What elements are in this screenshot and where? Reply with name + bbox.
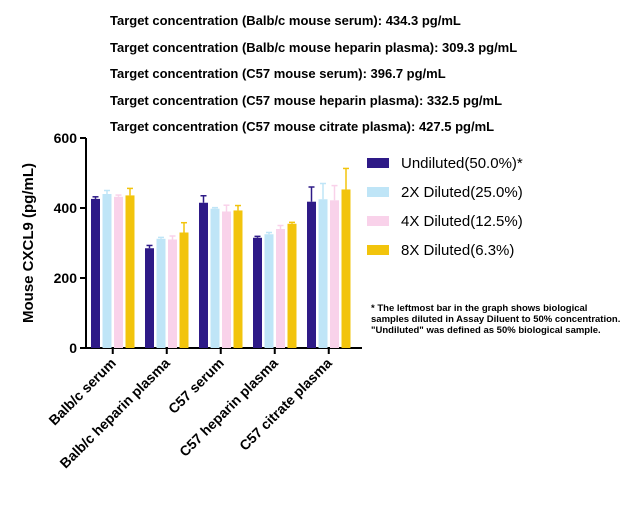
x-tick-label-c57-heparin-plasma: C57 heparin plasma [176, 355, 281, 460]
bar-c57-serum-undiluted-50-0 [199, 202, 208, 348]
y-tick-label: 400 [54, 200, 78, 216]
legend-swatch-undiluted-50-0 [367, 158, 389, 168]
target-concentration-balb-c-heparin-plasma: Target concentration (Balb/c mouse hepar… [110, 39, 518, 55]
legend-swatch-8x-diluted-6-3 [367, 245, 389, 255]
bar-balb-c-heparin-plasma-undiluted-50-0 [145, 248, 154, 348]
y-tick-label: 0 [69, 340, 77, 356]
y-tick-label: 200 [54, 270, 78, 286]
target-concentration-balb-c-serum: Target concentration (Balb/c mouse serum… [110, 13, 461, 28]
x-tick-label-balb-c-heparin-plasma: Balb/c heparin plasma [56, 355, 173, 472]
legend-swatch-2x-diluted-25-0 [367, 187, 389, 197]
target-concentration-c57-heparin-plasma: Target concentration (C57 mouse heparin … [110, 92, 503, 108]
x-tick-label-c57-citrate-plasma: C57 citrate plasma [236, 355, 335, 454]
bar-c57-citrate-plasma-2x-diluted-25-0 [318, 199, 328, 348]
bar-c57-serum-2x-diluted-25-0 [210, 208, 220, 348]
bar-c57-citrate-plasma-undiluted-50-0 [307, 201, 316, 348]
bar-balb-c-heparin-plasma-8x-diluted-6-3 [179, 232, 189, 348]
footnote: * The leftmost bar in the graph shows bi… [371, 303, 621, 336]
bar-balb-c-serum-2x-diluted-25-0 [102, 194, 112, 348]
bar-c57-heparin-plasma-2x-diluted-25-0 [264, 234, 274, 348]
bar-balb-c-heparin-plasma-2x-diluted-25-0 [156, 238, 166, 348]
target-concentration-list: Target concentration (Balb/c mouse serum… [110, 12, 517, 145]
legend-label-2x-diluted-25-0: 2X Diluted(25.0%) [401, 184, 523, 201]
bar-c57-serum-8x-diluted-6-3 [233, 210, 243, 348]
legend: Undiluted(50.0%)* 2X Diluted(25.0%) 4X Dil… [367, 155, 523, 259]
legend-swatch-4x-diluted-12-5 [367, 216, 389, 226]
target-concentration-c57-serum: Target concentration (C57 mouse serum): … [110, 66, 446, 81]
bar-c57-heparin-plasma-undiluted-50-0 [253, 237, 262, 348]
legend-label-4x-diluted-12-5: 4X Diluted(12.5%) [401, 213, 523, 230]
bar-balb-c-serum-undiluted-50-0 [91, 198, 100, 348]
bar-c57-heparin-plasma-8x-diluted-6-3 [287, 223, 297, 348]
y-tick-label: 600 [54, 130, 78, 146]
bar-c57-serum-4x-diluted-12-5 [222, 211, 231, 348]
target-concentration-c57-citrate-plasma: Target concentration (C57 mouse citrate … [110, 119, 495, 134]
y-axis-title: Mouse CXCL9 (pg/mL) [20, 163, 37, 323]
bar-balb-c-heparin-plasma-4x-diluted-12-5 [168, 239, 177, 348]
legend-label-8x-diluted-6-3: 8X Diluted(6.3%) [401, 242, 514, 259]
bar-c57-heparin-plasma-4x-diluted-12-5 [276, 229, 285, 348]
bar-balb-c-serum-8x-diluted-6-3 [125, 195, 135, 348]
bar-c57-citrate-plasma-4x-diluted-12-5 [330, 200, 339, 348]
bar-balb-c-serum-4x-diluted-12-5 [114, 196, 123, 348]
bar-c57-citrate-plasma-8x-diluted-6-3 [341, 189, 351, 348]
legend-label-undiluted-50-0: Undiluted(50.0%)* [401, 155, 523, 172]
